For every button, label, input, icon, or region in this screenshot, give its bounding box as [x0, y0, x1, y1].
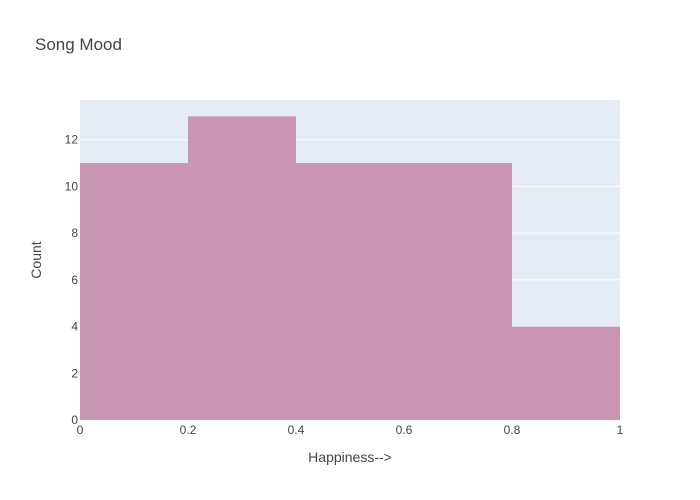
- x-tick-label-0: 0: [77, 423, 84, 437]
- y-tick-label-6: 12: [65, 133, 79, 147]
- y-tick-label-2: 4: [71, 320, 78, 334]
- y-tick-label-5: 10: [65, 179, 79, 193]
- x-tick-label-2: 0.4: [288, 423, 305, 437]
- histogram-bar-3[interactable]: [404, 163, 512, 421]
- y-tick-label-1: 2: [71, 366, 78, 380]
- chart-title: Song Mood: [35, 35, 122, 54]
- y-tick-label-3: 6: [71, 273, 78, 287]
- x-axis-ticks: 0 0.2 0.4 0.6 0.8 1: [77, 423, 624, 437]
- histogram-bar-1[interactable]: [188, 116, 296, 420]
- histogram-bar-0[interactable]: [80, 163, 188, 421]
- y-axis-title: Count: [28, 241, 44, 278]
- histogram-bars: [80, 116, 620, 421]
- x-tick-label-5: 1: [617, 423, 624, 437]
- y-axis-ticks: 0 2 4 6 8 10 12: [65, 133, 79, 427]
- x-tick-label-3: 0.6: [396, 423, 413, 437]
- y-tick-label-0: 0: [71, 413, 78, 427]
- x-tick-label-1: 0.2: [180, 423, 197, 437]
- y-tick-label-4: 8: [71, 226, 78, 240]
- histogram-bar-2[interactable]: [296, 163, 404, 421]
- x-axis-title: Happiness-->: [308, 449, 392, 465]
- x-tick-label-4: 0.8: [504, 423, 521, 437]
- histogram-bar-4[interactable]: [512, 326, 620, 420]
